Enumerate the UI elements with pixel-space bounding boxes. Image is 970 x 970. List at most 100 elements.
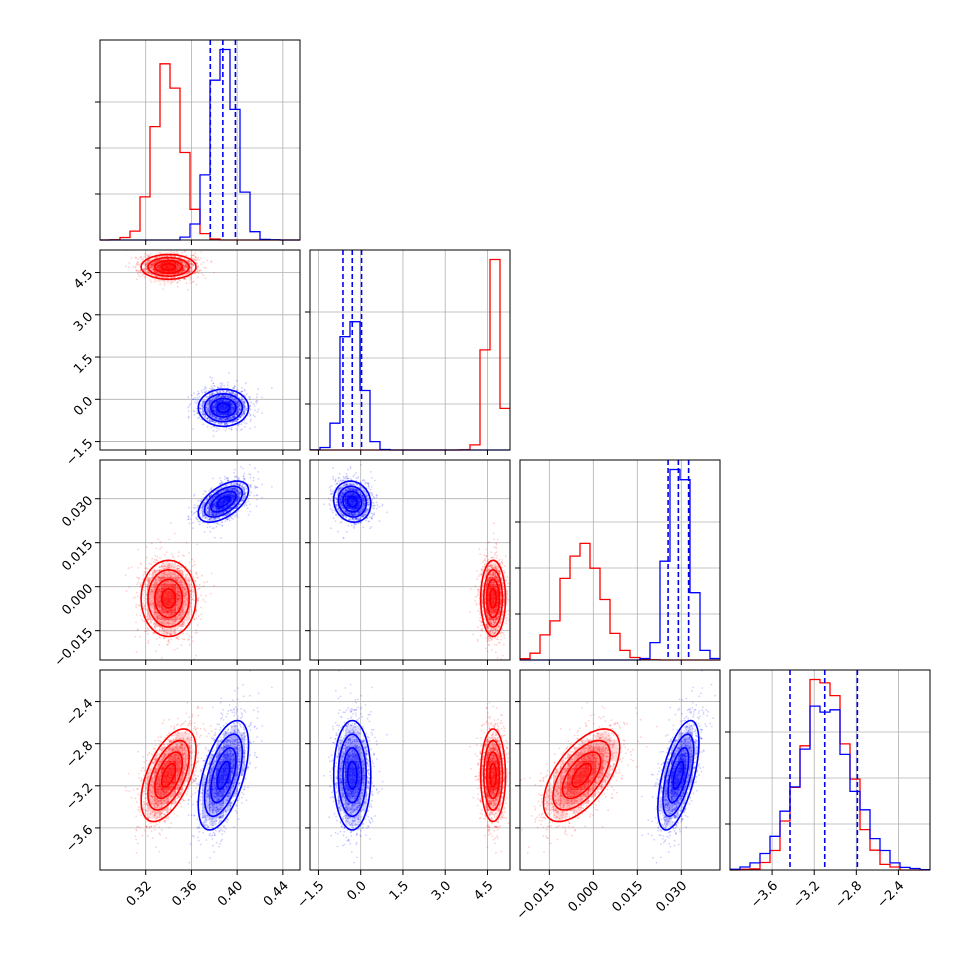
sample-point-series-0 <box>158 266 161 268</box>
sample-point-series-1 <box>230 417 233 419</box>
sample-point-series-0 <box>154 256 157 259</box>
sample-point-series-1 <box>210 385 213 387</box>
sample-point-series-1 <box>252 402 255 405</box>
sample-point-series-0 <box>192 254 195 256</box>
sample-point-series-0 <box>196 276 199 279</box>
sample-point-series-0 <box>170 246 172 248</box>
sample-point-series-0 <box>158 265 161 268</box>
sample-point-series-0 <box>163 282 166 284</box>
sample-point-series-1 <box>212 382 215 385</box>
sample-point-series-0 <box>177 263 180 266</box>
sample-point-series-1 <box>252 414 255 417</box>
sample-point-series-1 <box>224 418 227 420</box>
sample-point-series-1 <box>215 396 218 399</box>
sample-point-series-0 <box>148 272 151 275</box>
sample-point-series-1 <box>228 391 230 393</box>
sample-point-series-0 <box>201 574 203 577</box>
sample-point-series-0 <box>176 282 179 284</box>
sample-point-series-0 <box>155 637 158 640</box>
sample-point-series-1 <box>217 386 219 388</box>
sample-point-series-1 <box>240 415 243 417</box>
sample-point-series-1 <box>193 414 196 416</box>
sample-point-series-0 <box>153 261 156 263</box>
sample-point-series-1 <box>219 390 222 393</box>
sample-point-series-0 <box>144 604 146 607</box>
sample-point-series-0 <box>176 272 179 275</box>
sample-point-series-0 <box>152 264 155 266</box>
sample-point-series-0 <box>178 266 181 268</box>
sample-point-series-0 <box>183 267 186 269</box>
sample-point-series-0 <box>176 265 179 268</box>
sample-point-series-1 <box>243 421 246 424</box>
sample-point-series-0 <box>196 269 199 272</box>
sample-point-series-0 <box>157 266 160 269</box>
sample-point-series-1 <box>232 399 235 401</box>
sample-point-series-0 <box>147 255 150 258</box>
sample-point-series-0 <box>200 606 202 609</box>
sample-point-series-0 <box>167 276 170 279</box>
sample-point-series-0 <box>171 258 173 261</box>
sample-point-series-1 <box>231 422 234 425</box>
sample-point-series-1 <box>232 387 234 389</box>
sample-point-series-1 <box>217 422 220 425</box>
sample-point-series-0 <box>184 269 186 272</box>
sample-point-series-0 <box>184 264 186 267</box>
sample-point-series-0 <box>155 271 158 274</box>
sample-point-series-0 <box>150 262 153 265</box>
sample-point-series-1 <box>213 398 216 401</box>
sample-point-series-0 <box>194 252 197 255</box>
sample-point-series-1 <box>190 394 193 397</box>
sample-point-series-0 <box>177 551 180 554</box>
sample-point-series-1 <box>203 388 205 391</box>
sample-point-series-0 <box>173 649 176 651</box>
sample-point-series-0 <box>192 254 195 257</box>
sample-point-series-0 <box>197 259 200 261</box>
sample-point-series-0 <box>177 272 179 275</box>
sample-point-series-0 <box>135 265 137 268</box>
sample-point-series-1 <box>233 386 235 389</box>
sample-point-series-1 <box>204 391 206 393</box>
sample-point-series-0 <box>182 268 185 271</box>
sample-point-series-1 <box>232 421 234 423</box>
sample-point-series-0 <box>186 272 189 275</box>
sample-point-series-1 <box>255 396 258 399</box>
sample-point-series-1 <box>254 415 256 418</box>
sample-point-series-0 <box>127 266 130 269</box>
sample-point-series-1 <box>242 404 245 407</box>
sample-point-series-0 <box>192 264 195 266</box>
sample-point-series-0 <box>145 261 147 264</box>
sample-point-series-0 <box>148 267 151 270</box>
sample-point-series-0 <box>158 268 161 271</box>
sample-point-series-1 <box>204 416 206 419</box>
sample-point-series-1 <box>249 476 252 479</box>
sample-point-series-1 <box>219 391 221 393</box>
sample-point-series-0 <box>155 271 158 274</box>
sample-point-series-0 <box>153 270 156 273</box>
sample-point-series-0 <box>144 267 147 270</box>
sample-point-series-0 <box>164 277 167 279</box>
sample-point-series-0 <box>145 546 148 548</box>
sample-point-series-1 <box>216 391 219 394</box>
sample-point-series-1 <box>207 410 210 413</box>
sample-point-series-0 <box>196 631 199 634</box>
sample-point-series-0 <box>194 580 197 583</box>
sample-point-series-0 <box>149 266 151 268</box>
sample-point-series-0 <box>186 266 189 268</box>
sample-point-series-1 <box>257 388 260 390</box>
sample-point-series-0 <box>179 267 181 270</box>
sample-point-series-0 <box>197 265 199 268</box>
sample-point-series-0 <box>178 275 181 278</box>
sample-point-series-1 <box>237 405 240 408</box>
density-cell-series-0 <box>168 562 176 571</box>
sample-point-series-0 <box>158 267 161 270</box>
sample-point-series-1 <box>216 396 219 399</box>
sample-point-series-1 <box>237 403 240 406</box>
sample-point-series-0 <box>159 557 162 559</box>
sample-point-series-0 <box>197 599 200 602</box>
sample-point-series-0 <box>204 600 207 603</box>
sample-point-series-1 <box>221 384 224 386</box>
sample-point-series-0 <box>155 265 158 268</box>
sample-point-series-1 <box>239 404 242 407</box>
sample-point-series-1 <box>213 527 216 529</box>
sample-point-series-0 <box>182 633 184 635</box>
